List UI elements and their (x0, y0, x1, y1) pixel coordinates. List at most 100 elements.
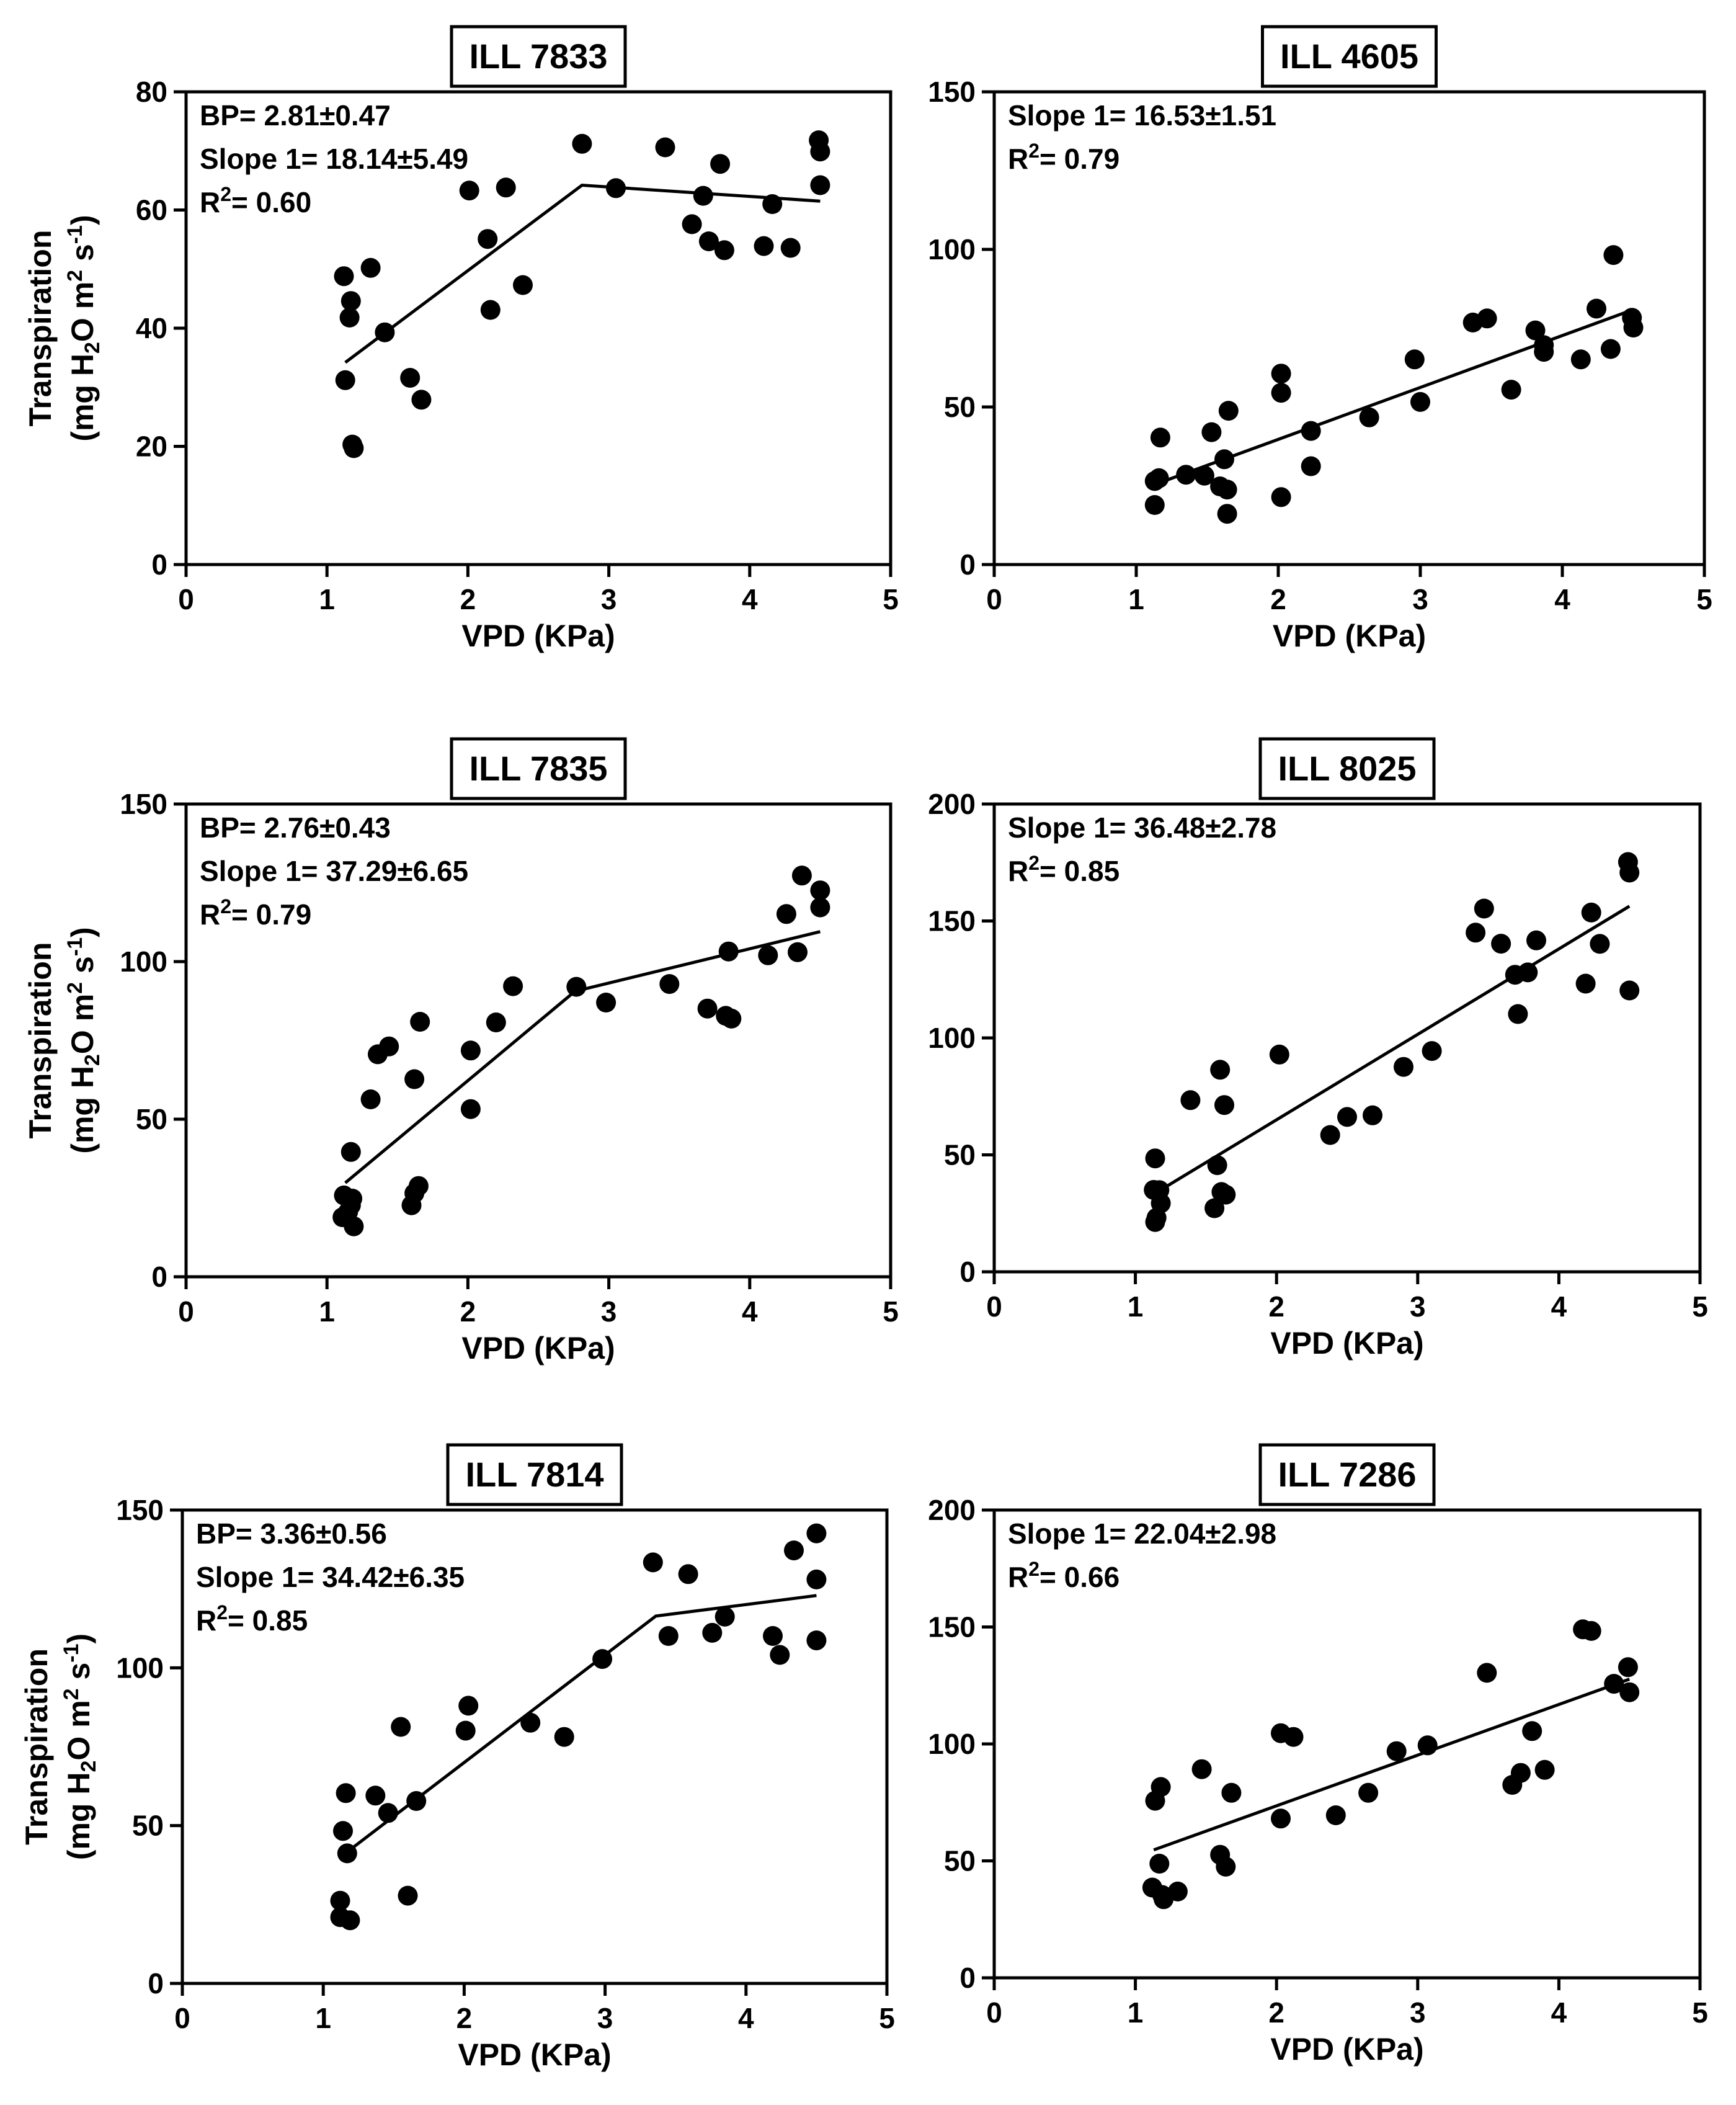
y-tick-label: 150 (120, 788, 167, 820)
y-tick-label: 0 (151, 1261, 167, 1293)
x-axis-label: VPD (KPa) (1270, 2032, 1423, 2067)
data-point (1474, 898, 1494, 919)
data-point (596, 993, 617, 1012)
x-tick-label: 0 (178, 583, 194, 615)
data-point (1271, 383, 1291, 403)
data-point (1151, 1193, 1171, 1213)
y-tick-label: 0 (959, 1962, 976, 1994)
y-axis-unit-part: 2 (77, 1761, 100, 1772)
data-point (606, 178, 626, 199)
data-point (496, 177, 516, 198)
x-tick-label: 3 (1412, 583, 1428, 615)
x-tick-label: 4 (742, 1295, 758, 1328)
data-point (780, 238, 801, 258)
annotation-part: = 0.60 (231, 186, 311, 218)
data-point (1201, 422, 1222, 442)
data-point (340, 1910, 360, 1931)
chart-title: ILL 7835 (469, 749, 607, 788)
y-axis-unit-part: -1 (63, 937, 87, 956)
data-point (693, 185, 713, 206)
data-point (678, 1564, 698, 1584)
data-point (1150, 427, 1170, 448)
data-point (455, 1720, 476, 1741)
data-point (758, 945, 778, 965)
annotation: Slope 1= 16.53±1.51 (1008, 99, 1276, 132)
data-point (339, 307, 360, 328)
y-tick-label: 0 (151, 548, 167, 581)
y-tick-label: 100 (120, 945, 167, 978)
x-tick-label: 5 (883, 1295, 899, 1328)
data-point (404, 1069, 425, 1089)
data-point (1214, 1095, 1234, 1115)
x-tick-label: 0 (178, 1295, 194, 1328)
data-point (1466, 923, 1486, 943)
annotation-part: 2 (1028, 852, 1039, 874)
y-axis-unit-label: (mg H2O m2 s-1) (63, 927, 104, 1153)
annotation-part: R (196, 1604, 216, 1637)
data-point (1363, 1105, 1382, 1125)
y-axis-unit-part: s (65, 956, 100, 982)
data-point (1600, 339, 1621, 359)
data-point (1144, 495, 1165, 515)
x-tick-label: 4 (738, 2002, 754, 2034)
data-point (341, 291, 361, 311)
data-point (1590, 934, 1610, 954)
y-tick-label: 0 (148, 1967, 164, 2000)
chart-title: ILL 7833 (469, 37, 607, 76)
annotation-part: 2 (1028, 140, 1039, 162)
data-point (1422, 1041, 1442, 1061)
x-tick-label: 2 (1268, 1290, 1284, 1323)
title-box (1258, 737, 1436, 800)
annotation: R2= 0.79 (200, 895, 311, 931)
annotation-part: = 0.79 (1039, 143, 1119, 175)
data-point (1271, 1808, 1291, 1829)
annotation: Slope 1= 36.48±2.78 (1008, 811, 1276, 844)
x-tick-label: 2 (456, 2002, 473, 2034)
data-point (1619, 980, 1640, 1001)
data-point (788, 942, 808, 962)
annotation-part: R (1008, 855, 1028, 887)
fit-line (341, 1594, 817, 1857)
y-axis-unit-part: (mg H (61, 1772, 96, 1861)
data-point (1271, 487, 1291, 507)
data-point (1145, 1148, 1165, 1169)
data-point (341, 1142, 361, 1162)
data-point (721, 1008, 742, 1029)
annotation: BP= 2.81±0.47 (200, 99, 391, 132)
annotation-part: R (200, 186, 220, 218)
data-point (378, 1803, 398, 1823)
data-point (1194, 465, 1214, 486)
data-point (1204, 1198, 1225, 1218)
data-point (334, 266, 354, 287)
y-tick-label: 50 (944, 391, 976, 423)
y-axis-unit-part: 2 (81, 342, 104, 354)
data-point (1325, 1805, 1346, 1825)
data-point (1581, 902, 1601, 923)
y-axis-unit-part: O m (65, 282, 100, 342)
x-tick-label: 4 (1551, 1290, 1567, 1323)
data-point (1575, 973, 1596, 994)
y-tick-label: 50 (944, 1139, 976, 1171)
x-tick-label: 5 (1696, 583, 1712, 615)
data-point (698, 231, 719, 251)
x-tick-label: 0 (174, 2002, 190, 2034)
fit-line (1154, 308, 1634, 486)
data-point (503, 976, 523, 996)
y-tick-label: 20 (136, 431, 167, 463)
data-point (1167, 1881, 1188, 1902)
data-point (391, 1717, 411, 1737)
data-point (411, 390, 432, 410)
annotation-part: R (1008, 143, 1028, 175)
y-tick-label: 100 (928, 1728, 976, 1760)
data-point (1508, 1004, 1528, 1024)
data-point (1525, 320, 1546, 341)
chart-title: ILL 7286 (1278, 1455, 1416, 1494)
data-point (1176, 465, 1196, 485)
data-point (1271, 364, 1291, 384)
annotation: R2= 0.85 (1008, 852, 1119, 887)
chart-title: ILL 7814 (465, 1455, 603, 1494)
annotation-part: = 0.66 (1039, 1561, 1119, 1593)
data-point (1526, 930, 1546, 950)
